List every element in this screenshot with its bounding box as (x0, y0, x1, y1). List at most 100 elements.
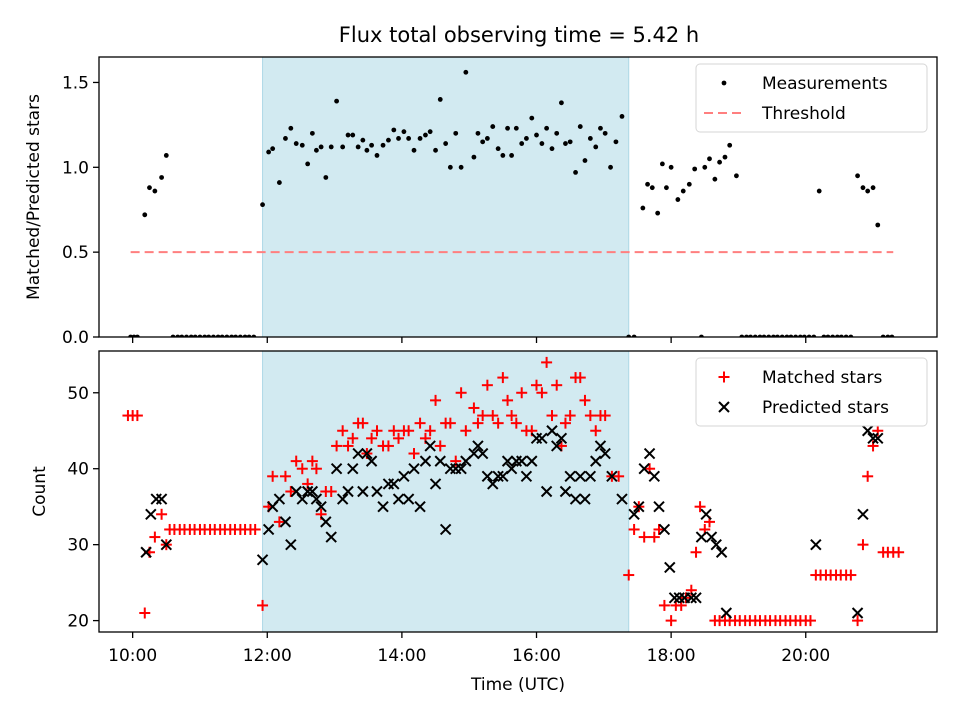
data-point-d2 (388, 478, 400, 490)
data-point-d2 (505, 463, 518, 475)
data-point (851, 607, 864, 619)
data-point (279, 470, 291, 482)
data-point (355, 144, 361, 150)
data-point (276, 180, 282, 185)
data-point (270, 146, 276, 152)
data-point (554, 130, 560, 136)
data-point (584, 410, 596, 422)
legend: Matched stars Predicted stars (695, 357, 928, 427)
data-point (623, 569, 635, 581)
data-point (559, 485, 572, 498)
data-point (429, 478, 442, 490)
data-point (559, 100, 564, 106)
data-point (299, 142, 305, 148)
observing-span (262, 350, 630, 633)
data-point-d2 (569, 493, 582, 505)
data-point (408, 463, 420, 475)
data-point (427, 129, 433, 135)
data-point-d2 (590, 455, 602, 467)
data-point (500, 153, 506, 158)
data-point-d2 (550, 440, 563, 452)
legend-label: Predicted stars (762, 398, 889, 418)
data-point (256, 554, 269, 566)
data-point (862, 470, 874, 482)
data-point (544, 125, 550, 131)
data-point (414, 500, 426, 513)
data-point (340, 144, 346, 150)
data-point (476, 447, 489, 460)
data-point (434, 455, 446, 467)
data-point-d2 (668, 592, 681, 604)
data-point (323, 175, 329, 180)
data-point (423, 132, 428, 138)
data-point (490, 124, 496, 129)
data-point (643, 447, 656, 460)
data-point-d2 (501, 455, 514, 467)
data-point (267, 470, 279, 482)
data-point (640, 205, 646, 211)
data-point (492, 417, 504, 429)
data-point-d2 (434, 455, 446, 467)
data-point (392, 493, 405, 505)
data-point (653, 500, 665, 513)
data-point-d2 (262, 523, 275, 536)
data-point-d2 (419, 455, 432, 467)
data-point (386, 137, 391, 143)
data-point (350, 132, 356, 138)
data-point (156, 508, 168, 520)
data-point (336, 493, 349, 505)
data-point (563, 141, 568, 146)
data-point (433, 147, 438, 153)
data-point-d2 (145, 508, 157, 520)
data-point (668, 164, 674, 170)
data-point-d2 (439, 523, 452, 536)
data-point-d2 (540, 485, 553, 498)
data-point-d2 (628, 508, 640, 520)
data-point (290, 455, 302, 467)
data-point (695, 531, 708, 543)
legend-label: Threshold (761, 104, 846, 124)
data-point (515, 455, 528, 467)
chart-title: Flux total observing time = 5.42 h (339, 23, 699, 47)
y-tick-label: 0.0 (62, 328, 89, 348)
data-point (273, 493, 286, 505)
data-point (804, 615, 816, 627)
data-point (424, 440, 436, 452)
data-point (406, 136, 412, 141)
data-point (555, 432, 568, 445)
data-point-d2 (710, 538, 722, 551)
data-point (364, 147, 370, 153)
data-point (686, 181, 692, 187)
data-point (396, 136, 401, 141)
data-point (810, 538, 822, 551)
data-point-d2 (155, 493, 168, 505)
data-point-d2 (315, 500, 327, 513)
data-point (602, 130, 608, 136)
data-point (155, 493, 168, 505)
data-point (437, 97, 443, 102)
data-point (458, 164, 464, 170)
data-point-d2 (365, 455, 378, 467)
data-point-d2 (140, 546, 152, 558)
data-point (285, 538, 297, 551)
data-point (450, 455, 462, 467)
data-point (628, 523, 640, 535)
data-point (539, 141, 545, 146)
data-point (257, 599, 269, 611)
data-point-d2 (555, 432, 568, 445)
data-point (328, 144, 334, 150)
data-point (870, 185, 876, 191)
data-point (484, 136, 490, 141)
data-point (366, 432, 378, 444)
y-tick-label: 0.5 (62, 243, 89, 263)
data-point (546, 410, 558, 422)
data-point (717, 159, 722, 165)
data-point (616, 493, 628, 505)
data-point-d2 (301, 485, 314, 498)
data-point (569, 493, 582, 505)
data-point (546, 425, 558, 437)
data-point-d2 (476, 447, 489, 460)
data-point (867, 432, 879, 445)
data-point (468, 402, 480, 414)
